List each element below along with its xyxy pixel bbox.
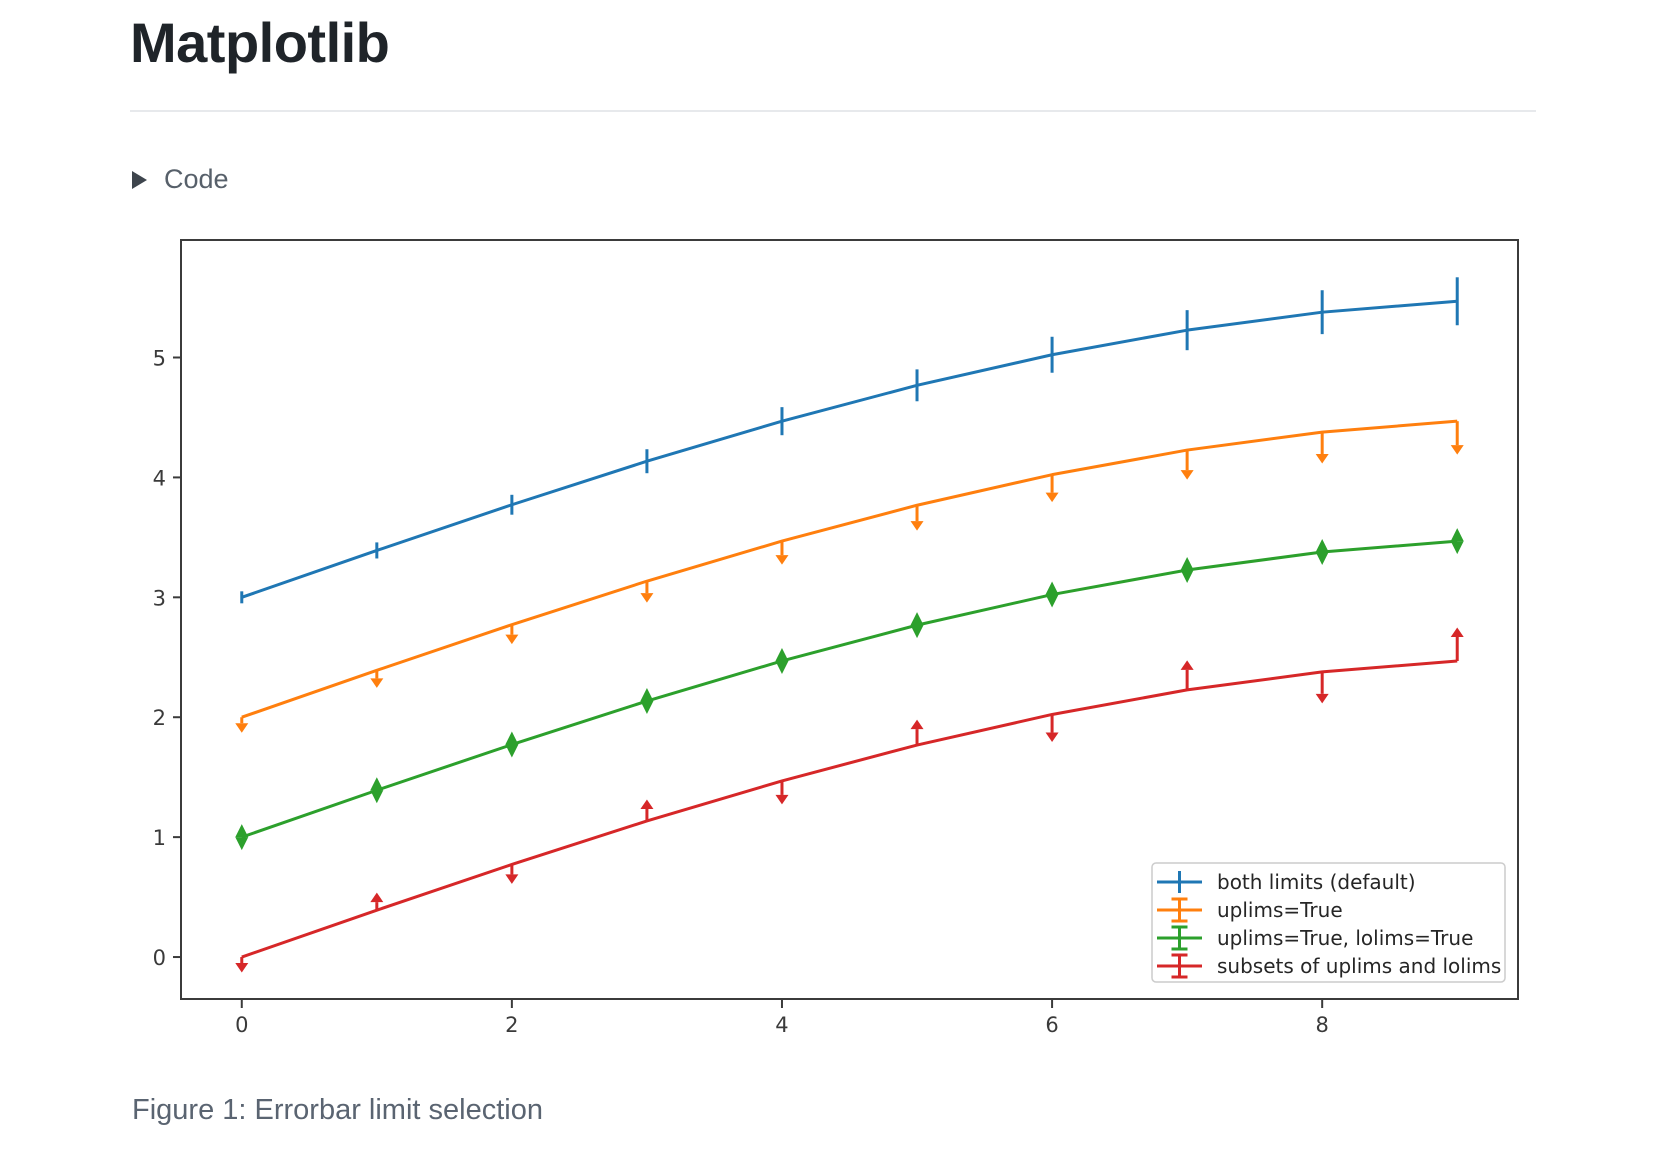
x-axis: 0 2 4 6 8 [235,1000,1329,1037]
code-toggle[interactable]: Code [132,164,229,195]
series-4 [235,627,1464,973]
x-tick-label: 6 [1045,1013,1058,1037]
limit-arrow-marker [1180,470,1194,480]
limit-arrow-marker [775,660,789,674]
series-line [241,659,1458,959]
series-line [241,419,1458,719]
limit-arrow-marker [1180,569,1194,583]
x-tick-label: 8 [1315,1013,1328,1037]
limit-arrow-marker [1450,528,1464,542]
limit-arrow-marker [370,892,384,903]
limit-arrow-marker [235,723,249,733]
limit-arrow-marker [505,731,519,745]
legend-entry: subsets of uplims and lolims [1157,953,1501,979]
limit-arrow-marker [775,647,789,661]
limit-arrow-marker [505,634,519,645]
limit-arrow-marker [1045,581,1059,595]
legend-label: subsets of uplims and lolims [1217,954,1501,978]
limit-arrow-marker [1045,492,1059,503]
limit-arrow-marker [235,963,249,973]
y-tick-label: 0 [153,946,166,970]
legend-box [1151,862,1506,983]
limit-arrow-marker [1315,551,1329,565]
limit-arrow-marker [505,874,519,884]
errorbar-chart: 0 2 4 6 8 0 1 2 3 4 5 both limits (default) uplims=T… [153,239,1519,1037]
limit-arrow-marker [1450,445,1464,455]
x-tick-label: 0 [235,1013,248,1037]
legend-label: uplims=True [1217,898,1343,922]
x-tick-label: 4 [775,1013,788,1037]
limit-arrow-marker [1045,594,1059,608]
limit-arrow-marker [910,612,924,626]
y-tick-label: 1 [153,826,166,850]
limit-arrow-marker [370,777,384,791]
limit-arrow-marker [1315,454,1329,464]
limit-arrow-marker [640,799,654,809]
legend-entry: uplims=True, lolims=True [1157,925,1473,951]
y-tick-label: 4 [153,466,166,490]
limit-arrow-marker [370,790,384,804]
page-title: Matplotlib [130,11,390,74]
limit-arrow-marker [1180,660,1194,670]
series-2 [235,419,1464,733]
y-tick-label: 2 [153,706,166,730]
limit-arrow-marker [640,688,654,702]
code-toggle-label: Code [164,164,229,194]
series-line [241,539,1458,839]
legend-label: uplims=True, lolims=True [1217,926,1473,950]
series-3 [235,528,1464,851]
limit-arrow-marker [1315,538,1329,552]
legend-entry: uplims=True [1157,897,1343,923]
y-tick-label: 5 [153,347,166,371]
limit-arrow-marker [910,521,924,531]
expand-triangle-icon [132,170,147,189]
limit-arrow-marker [235,824,249,838]
limit-arrow-marker [910,625,924,639]
series-line [241,299,1458,599]
limit-arrow-marker [370,678,384,688]
limit-arrow-marker [910,719,924,730]
limit-arrow-marker [1315,693,1329,704]
legend: both limits (default) uplims=True uplims=T… [1151,862,1506,983]
limit-arrow-marker [1450,627,1464,638]
limit-arrow-marker [1180,556,1194,570]
axes-box [180,239,1519,1000]
legend-entry: both limits (default) [1157,870,1416,894]
figure: 0 2 4 6 8 0 1 2 3 4 5 both limits (default) uplims=T… [130,210,1530,1060]
limit-arrow-marker [1450,541,1464,555]
limit-arrow-marker [640,593,654,603]
y-tick-label: 3 [153,586,166,610]
limit-arrow-marker [235,837,249,851]
limit-arrow-marker [640,701,654,715]
limit-arrow-marker [1045,732,1059,742]
limit-arrow-marker [775,555,789,565]
y-axis: 0 1 2 3 4 5 [153,347,180,970]
legend-label: both limits (default) [1217,870,1416,894]
limit-arrow-marker [505,744,519,758]
limit-arrow-marker [775,794,789,805]
series-1 [240,277,1459,604]
x-tick-label: 2 [505,1013,518,1037]
figure-caption: Figure 1: Errorbar limit selection [132,1094,543,1126]
divider [130,110,1536,112]
